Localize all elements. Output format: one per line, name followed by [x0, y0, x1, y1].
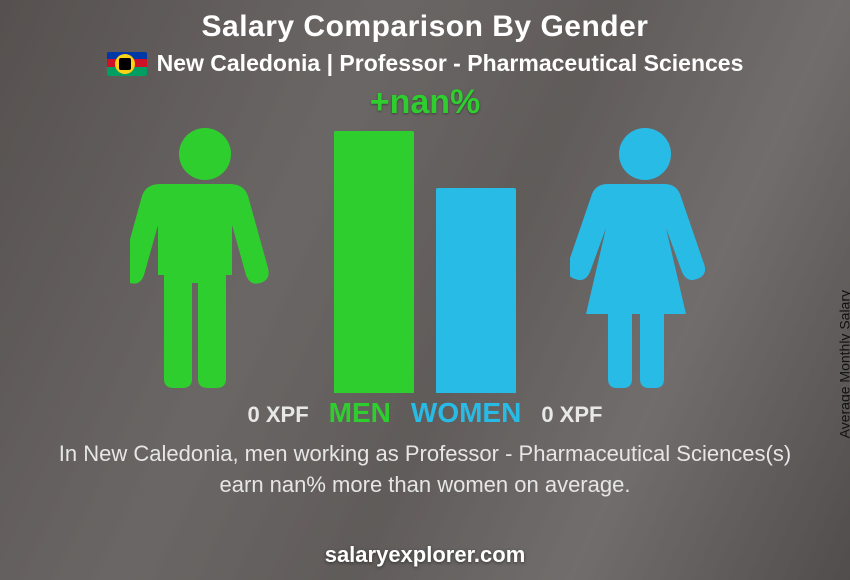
delta-label: +nan%: [370, 83, 481, 122]
bar-women: [436, 188, 516, 393]
role-label: Professor - Pharmaceutical Sciences: [339, 50, 743, 76]
y-axis-label: Average Monthly Salary: [836, 290, 850, 438]
bars-group: [334, 131, 516, 393]
group-men: MEN: [329, 397, 391, 429]
value-men: 0 XPF: [248, 402, 309, 428]
infographic-root: Salary Comparison By Gender New Caledoni…: [0, 0, 850, 580]
chart-area: +nan% 0 XPF MEN WOMEN 0 XPF: [0, 83, 850, 433]
value-women: 0 XPF: [541, 402, 602, 428]
female-figure-icon: [570, 126, 720, 393]
caption: In New Caledonia, men working as Profess…: [0, 439, 850, 501]
subhead: New Caledonia | Professor - Pharmaceutic…: [0, 50, 850, 77]
labels-row: 0 XPF MEN WOMEN 0 XPF: [0, 397, 850, 429]
country-label: New Caledonia: [157, 50, 321, 76]
separator: |: [320, 50, 339, 76]
footer-source: salaryexplorer.com: [0, 542, 850, 568]
title: Salary Comparison By Gender: [0, 0, 850, 44]
group-women: WOMEN: [411, 397, 521, 429]
new-caledonia-flag-icon: [107, 52, 147, 76]
bar-men: [334, 131, 414, 393]
male-figure-icon: [130, 126, 280, 393]
